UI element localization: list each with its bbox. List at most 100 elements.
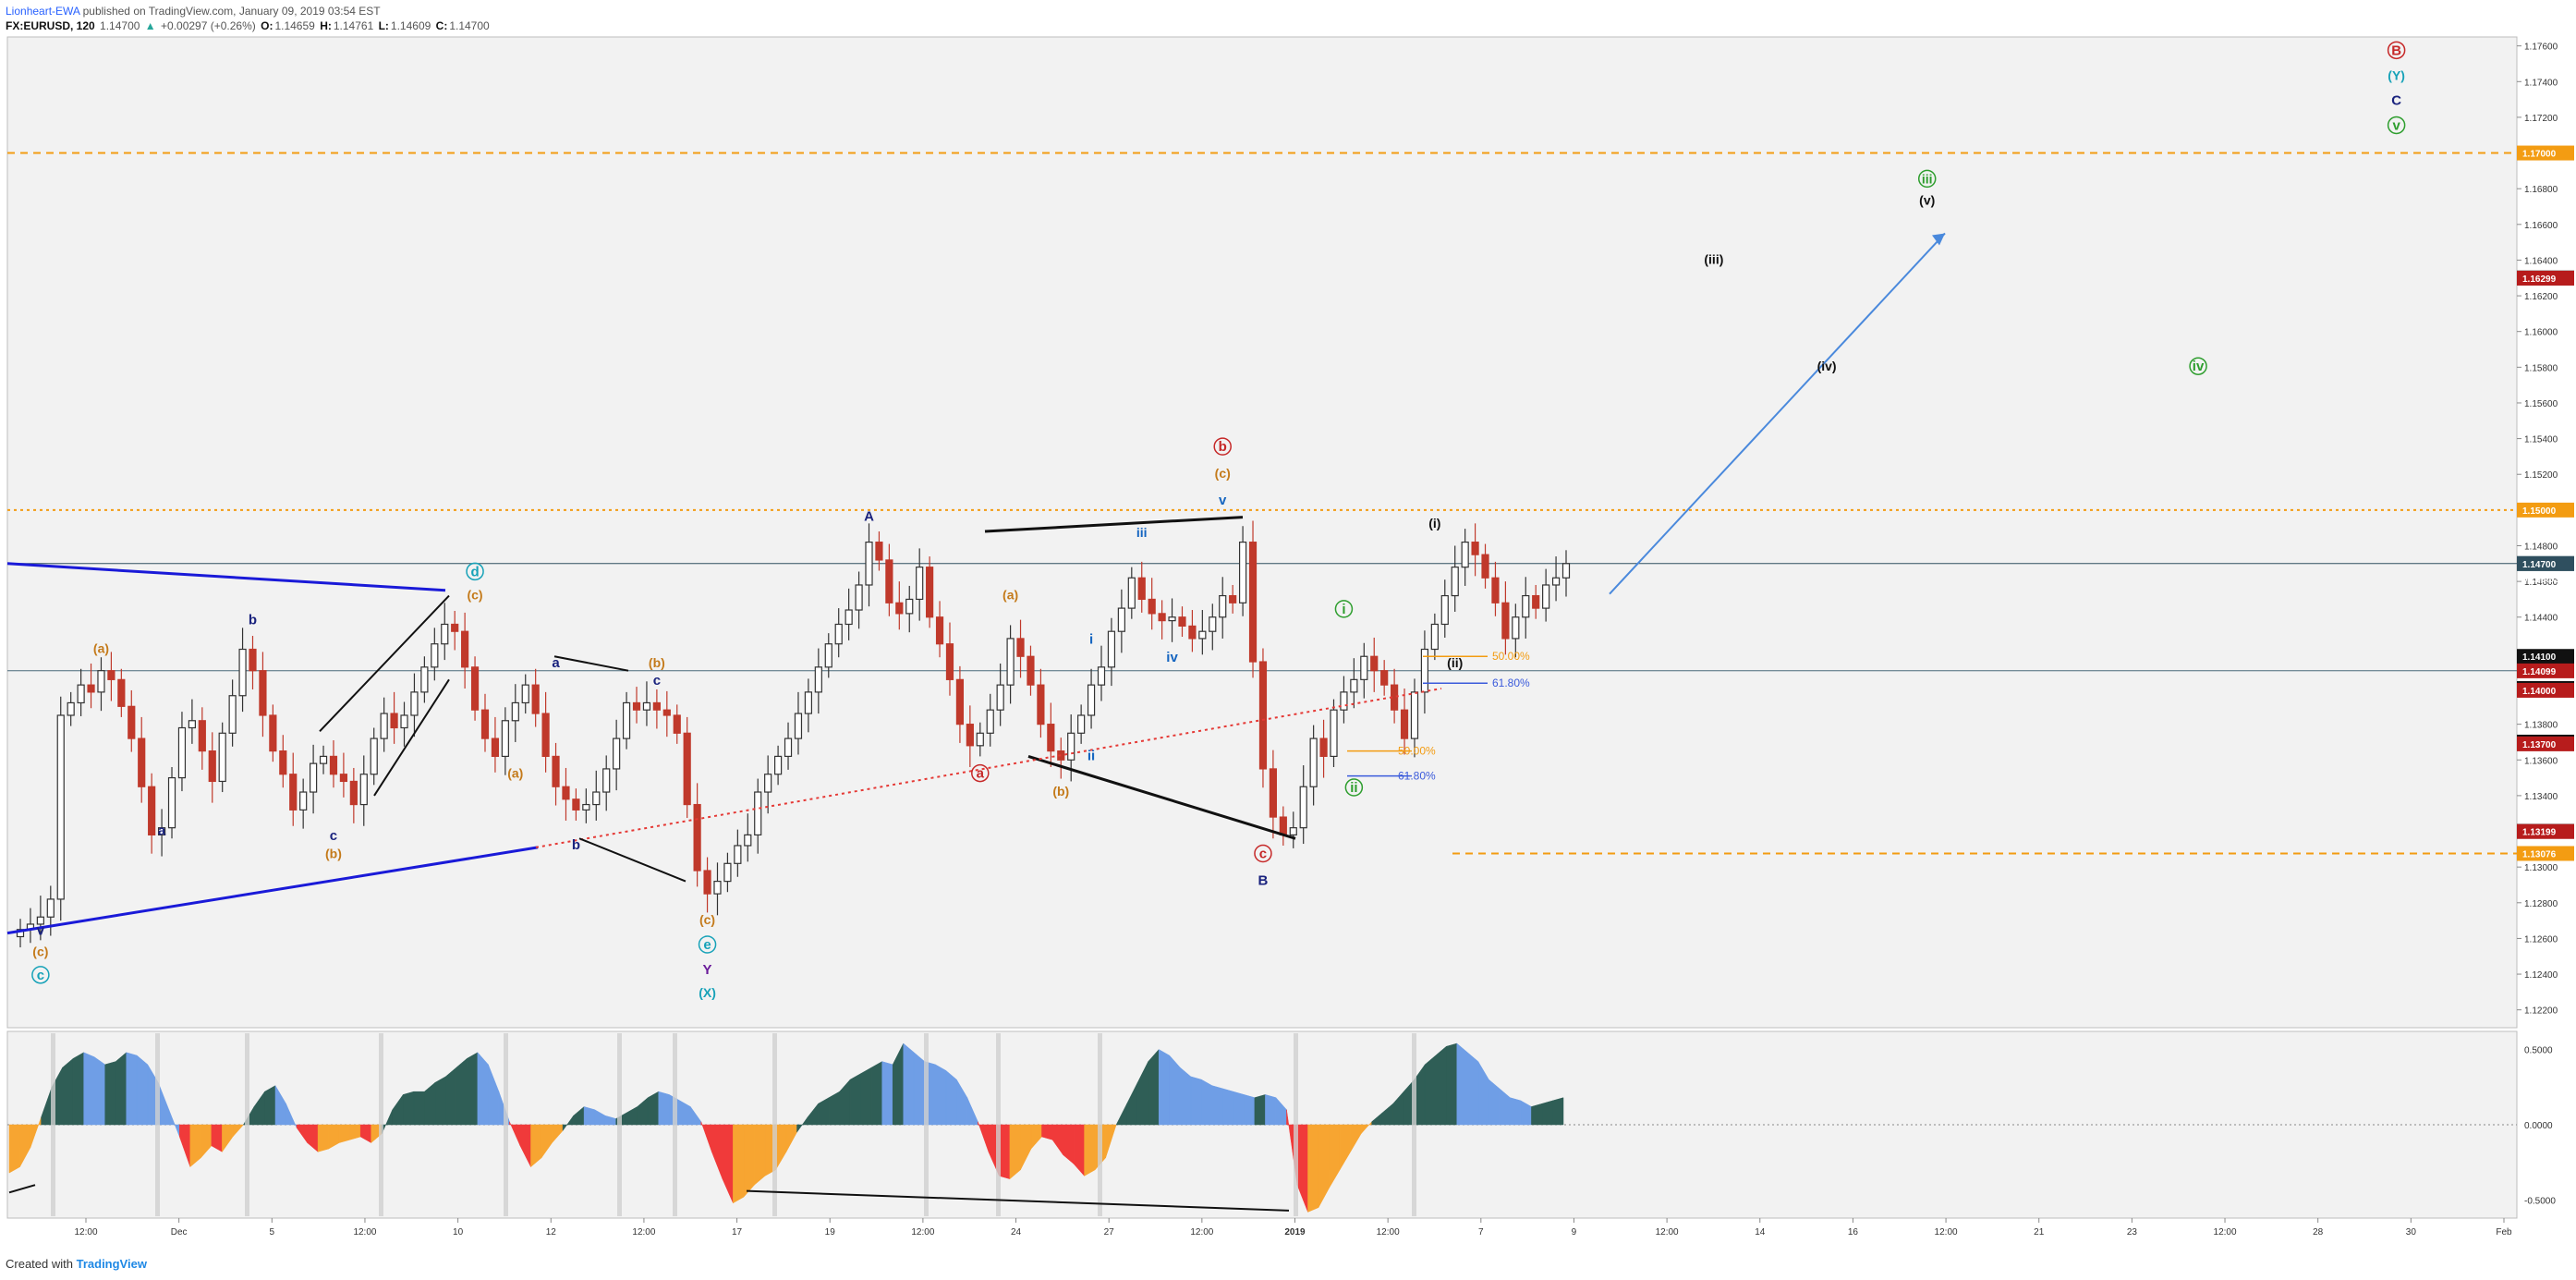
current-price-label: 1.14700 xyxy=(2522,560,2557,570)
candle-body xyxy=(36,916,44,925)
candle-body xyxy=(339,774,348,783)
candle-body xyxy=(1471,542,1479,555)
oscillator-area xyxy=(1424,1054,1437,1126)
low-value: 1.14609 xyxy=(390,19,431,32)
price-tick-label: 1.15200 xyxy=(2524,470,2558,481)
oscillator-area xyxy=(1265,1094,1277,1126)
candle-body xyxy=(986,709,994,734)
candle-body xyxy=(259,670,267,716)
trend-line xyxy=(319,594,450,733)
wave-label: b xyxy=(572,837,580,853)
oscillator-session-bar xyxy=(1098,1033,1102,1216)
candle-body xyxy=(562,786,570,800)
candle-body xyxy=(1400,709,1409,739)
published-text: published on TradingView.com, January 09… xyxy=(82,5,381,18)
candle-body xyxy=(764,774,772,793)
candle-body xyxy=(188,720,196,729)
wave-label: A xyxy=(864,508,874,524)
created-with-text: Created with xyxy=(6,1257,73,1271)
candle-body xyxy=(632,701,641,711)
candle-body xyxy=(1117,607,1125,632)
candle-body xyxy=(834,623,843,645)
oscillator-area xyxy=(1211,1085,1223,1126)
oscillator-session-bar xyxy=(1294,1033,1298,1216)
candle-body xyxy=(198,720,206,752)
low-label: L: xyxy=(378,19,389,32)
oscillator-area xyxy=(860,1067,872,1126)
change-value: +0.00297 (+0.26%) xyxy=(161,19,256,32)
candle-body xyxy=(1380,670,1389,686)
candle-body xyxy=(228,695,237,734)
candle-body xyxy=(1047,724,1055,752)
author-link[interactable]: Lionheart-EWA xyxy=(6,5,80,18)
wave-label: a xyxy=(977,766,985,782)
candle-body xyxy=(1481,554,1489,579)
footer: Created with TradingView xyxy=(6,1257,147,1271)
trend-line xyxy=(6,562,446,592)
oscillator-tick-label: -0.5000 xyxy=(2524,1196,2556,1206)
candle-body xyxy=(491,738,500,758)
oscillator-area xyxy=(903,1042,915,1126)
time-tick-label: Feb xyxy=(2496,1227,2512,1237)
wave-label: (X) xyxy=(699,985,716,1000)
oscillator-divergence-line xyxy=(8,1184,36,1194)
candle-body xyxy=(461,630,469,668)
candle-body xyxy=(713,881,722,895)
candle-body xyxy=(400,714,408,729)
oscillator-area xyxy=(658,1091,670,1126)
oscillator-area xyxy=(828,1091,840,1126)
price-tick-label: 1.12200 xyxy=(2524,1006,2558,1017)
candle-body xyxy=(613,738,621,770)
candle-body xyxy=(128,705,136,739)
oscillator-area xyxy=(104,1061,116,1126)
oscillator-area xyxy=(72,1052,84,1126)
candle-body xyxy=(289,774,298,811)
time-tick-label: 24 xyxy=(1011,1227,1022,1237)
price-tick-label: 1.16600 xyxy=(2524,221,2558,231)
candle-body xyxy=(895,602,904,615)
trend-line xyxy=(6,846,539,935)
price-tag-label: 1.14000 xyxy=(2522,687,2557,697)
trend-line xyxy=(553,655,629,672)
wave-label-circle xyxy=(2189,357,2207,375)
wave-label: (i) xyxy=(1428,516,1440,530)
tradingview-logo[interactable]: TradingView xyxy=(76,1257,147,1271)
open-value: 1.14659 xyxy=(274,19,315,32)
candle-body xyxy=(935,616,944,645)
candle-body xyxy=(1512,616,1520,640)
candle-body xyxy=(269,714,277,752)
oscillator-area xyxy=(583,1106,595,1126)
wave-label-circle xyxy=(971,763,990,783)
wave-label: v xyxy=(2392,117,2400,133)
oscillator-area xyxy=(849,1073,861,1126)
price-tag xyxy=(2517,682,2574,698)
candle-body xyxy=(370,738,378,775)
price-pane xyxy=(6,36,2518,1029)
candle-body xyxy=(1319,738,1328,758)
oscillator-area xyxy=(1158,1049,1170,1126)
candle-body xyxy=(582,803,590,811)
candle-body xyxy=(652,701,661,711)
price-tag xyxy=(2517,663,2574,678)
close-label: C: xyxy=(435,19,448,32)
candle-body xyxy=(996,684,1004,711)
time-tick-label: Dec xyxy=(171,1227,188,1237)
oscillator-session-bar xyxy=(155,1033,160,1216)
wave-label: c xyxy=(37,968,44,983)
trend-line xyxy=(535,688,1442,848)
candle-body xyxy=(1107,630,1116,668)
candle-body xyxy=(1248,542,1258,663)
candle-body xyxy=(1006,638,1015,686)
wave-label-circle xyxy=(1344,778,1364,797)
oscillator-session-bar xyxy=(504,1033,508,1216)
oscillator-area xyxy=(1180,1067,1192,1126)
candle-body xyxy=(531,684,540,714)
candle-body xyxy=(299,791,308,811)
high-label: H: xyxy=(320,19,332,32)
oscillator-session-bar xyxy=(51,1033,55,1216)
candle-body xyxy=(955,678,965,725)
candle-body xyxy=(1279,816,1287,835)
time-tick-label: 30 xyxy=(2406,1227,2417,1237)
candle-body xyxy=(157,827,166,835)
